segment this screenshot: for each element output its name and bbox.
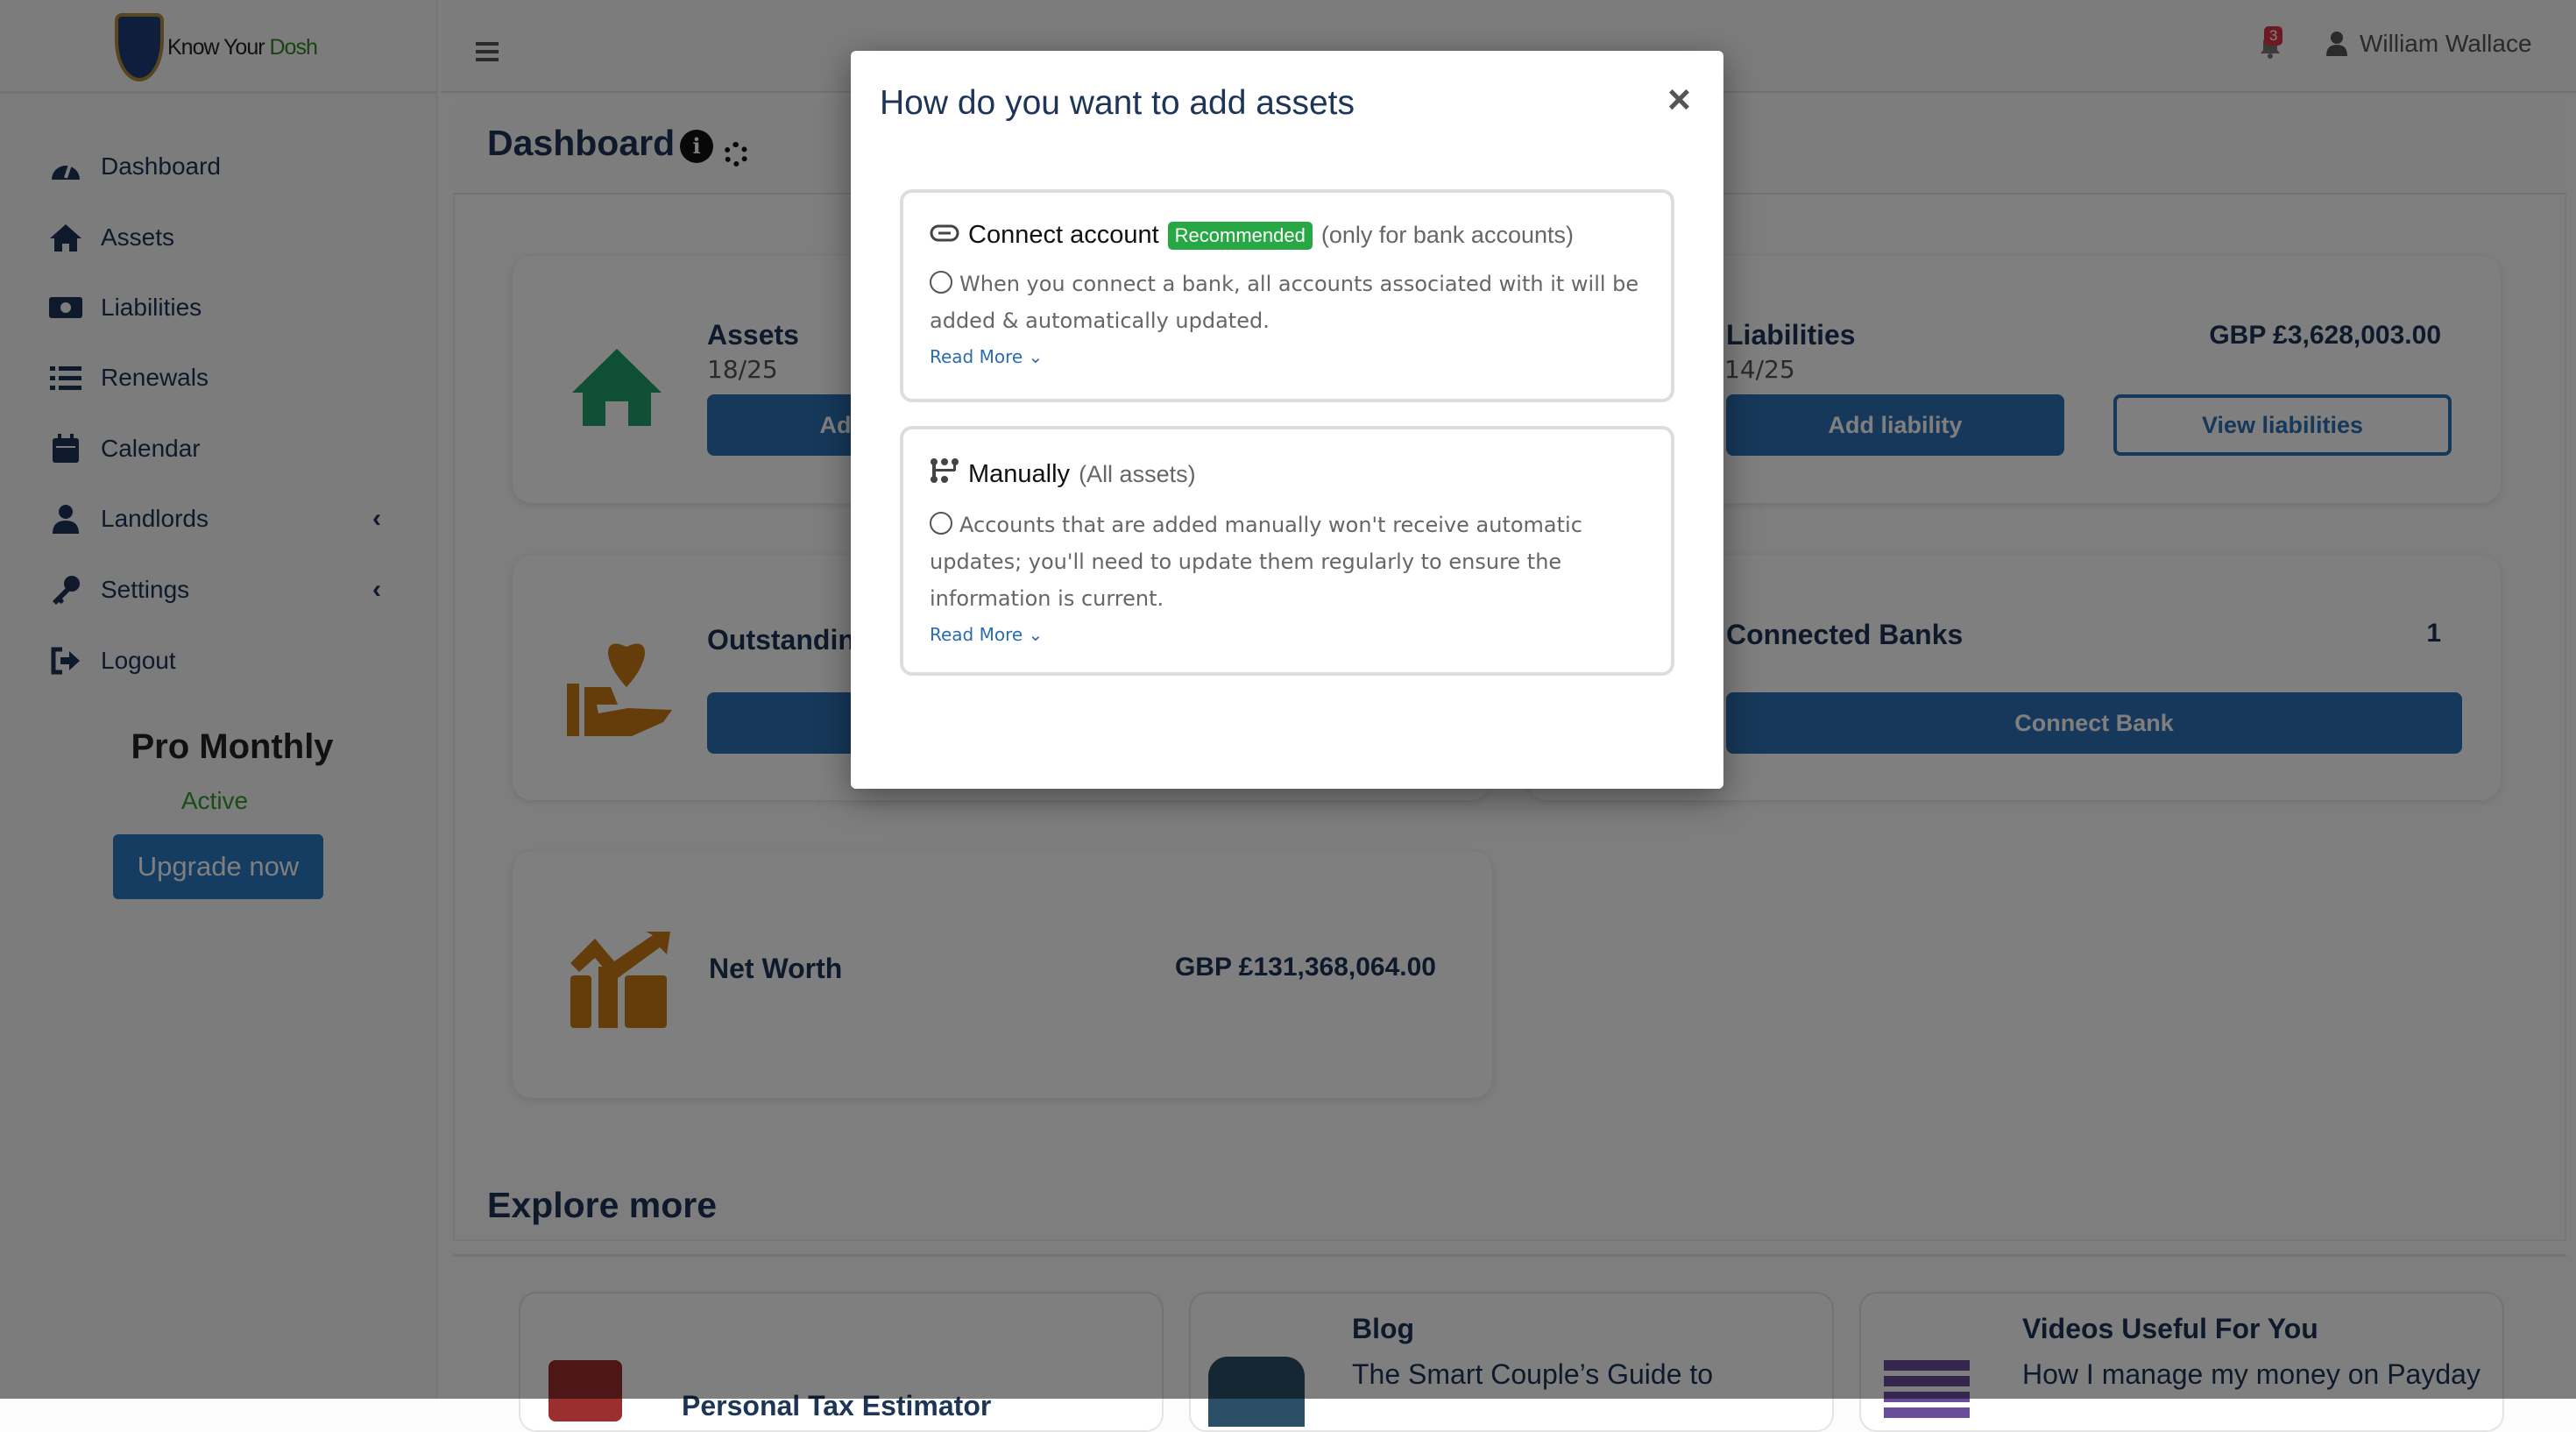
connect-account-radio[interactable] — [930, 271, 952, 294]
option-manually[interactable]: Manually (All assets) Accounts that are a… — [900, 426, 1674, 676]
read-more-link[interactable]: Read More ⌄ — [930, 346, 1044, 367]
recommended-badge: Recommended — [1167, 221, 1313, 250]
sitemap-icon — [930, 457, 959, 491]
add-assets-modal: How do you want to add assets × Connect … — [851, 51, 1723, 789]
option-connect-account[interactable]: Connect account Recommended (only for bank… — [900, 189, 1674, 402]
modal-title: How do you want to add assets — [880, 84, 1355, 122]
close-icon[interactable]: × — [1667, 76, 1691, 122]
link-icon — [930, 221, 959, 250]
read-more-link[interactable]: Read More ⌄ — [930, 624, 1044, 645]
manually-radio[interactable] — [930, 512, 952, 535]
